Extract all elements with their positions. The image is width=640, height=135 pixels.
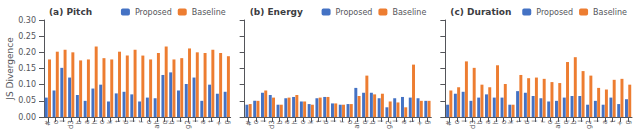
svg-text:k: k: [106, 120, 115, 125]
svg-text:l: l: [59, 120, 68, 122]
svg-text:l: l: [376, 120, 385, 122]
svg-text:ah: ah: [554, 120, 563, 129]
svg-text:r: r: [337, 120, 346, 123]
svg-text:a: a: [199, 120, 208, 125]
svg-text:a: a: [82, 120, 91, 125]
svg-text:a: a: [400, 120, 409, 125]
svg-text:t: t: [207, 120, 216, 123]
svg-text:o: o: [499, 120, 508, 125]
svg-text:h: h: [491, 120, 500, 125]
svg-text:g: g: [223, 120, 231, 124]
svg-text:l: l: [530, 120, 539, 122]
svg-text:d: d: [121, 120, 130, 125]
svg-text:o: o: [453, 120, 461, 125]
svg-text:(a) Pitch: (a) Pitch: [49, 7, 92, 17]
svg-text:Baseline: Baseline: [192, 8, 226, 17]
svg-text:d: d: [322, 120, 331, 125]
svg-text:t: t: [407, 120, 416, 123]
svg-text:d3: d3: [67, 120, 76, 129]
svg-text:0.15: 0.15: [18, 64, 36, 73]
svg-text:ah: ah: [152, 120, 161, 129]
svg-text:Proposed: Proposed: [536, 8, 573, 17]
svg-text:0.00: 0.00: [18, 113, 36, 122]
svg-text:k: k: [507, 120, 516, 125]
svg-text:JS Divergence: JS Divergence: [5, 37, 15, 101]
svg-text:t: t: [314, 120, 323, 123]
svg-text:q: q: [361, 120, 370, 125]
svg-text:r: r: [137, 120, 146, 123]
svg-text:t: t: [608, 120, 617, 123]
svg-text:g2: g2: [585, 120, 594, 129]
svg-text:o: o: [252, 120, 261, 125]
svg-text:b: b: [275, 120, 284, 125]
svg-text:g2: g2: [183, 120, 192, 129]
svg-text:l: l: [392, 120, 401, 122]
svg-text:l: l: [330, 120, 339, 122]
svg-text:b: b: [369, 120, 377, 125]
svg-text:a: a: [600, 120, 609, 125]
svg-text:0.10: 0.10: [18, 80, 36, 89]
svg-text:d3: d3: [267, 120, 276, 129]
svg-text:o: o: [51, 120, 60, 125]
svg-text:h: h: [90, 120, 99, 125]
svg-text:q: q: [561, 120, 570, 125]
svg-text:h: h: [291, 120, 300, 125]
svg-text:l: l: [176, 120, 185, 122]
svg-text:q: q: [160, 120, 169, 125]
svg-text:0.25: 0.25: [18, 32, 36, 41]
svg-text:(c) Duration: (c) Duration: [450, 7, 511, 17]
svg-text:o: o: [345, 120, 354, 125]
svg-text:o: o: [145, 120, 153, 125]
svg-text:l: l: [577, 120, 586, 122]
svg-text:b: b: [168, 120, 177, 125]
svg-text:(b) Energy: (b) Energy: [250, 7, 303, 17]
svg-text:l: l: [593, 120, 601, 122]
svg-text:t: t: [515, 120, 524, 123]
svg-text:Baseline: Baseline: [392, 8, 426, 17]
svg-text:r: r: [538, 120, 547, 123]
svg-text:t: t: [113, 120, 122, 123]
svg-text:k: k: [306, 120, 315, 125]
svg-text:d3: d3: [468, 120, 477, 129]
svg-text:d: d: [523, 120, 531, 125]
svg-text:b: b: [476, 120, 485, 125]
svg-text:Proposed: Proposed: [135, 8, 172, 17]
svg-text:a: a: [484, 120, 493, 125]
svg-text:l: l: [129, 120, 138, 122]
svg-text:g: g: [423, 120, 431, 124]
svg-text:0.05: 0.05: [18, 96, 36, 105]
svg-text:g: g: [624, 120, 632, 124]
svg-text:l: l: [260, 120, 269, 122]
svg-text:0.30: 0.30: [18, 16, 36, 25]
svg-text:l: l: [191, 120, 200, 122]
svg-text:Baseline: Baseline: [593, 8, 627, 17]
svg-text:a: a: [283, 120, 292, 125]
svg-text:l: l: [460, 120, 469, 122]
svg-text:b: b: [569, 120, 578, 125]
svg-text:b: b: [75, 120, 83, 125]
svg-text:o: o: [546, 120, 555, 125]
svg-text:Proposed: Proposed: [336, 8, 373, 17]
svg-text:g2: g2: [384, 120, 393, 129]
svg-text:0.20: 0.20: [18, 48, 36, 57]
svg-text:ah: ah: [353, 120, 362, 129]
svg-text:o: o: [299, 120, 307, 125]
svg-text:o: o: [98, 120, 107, 125]
